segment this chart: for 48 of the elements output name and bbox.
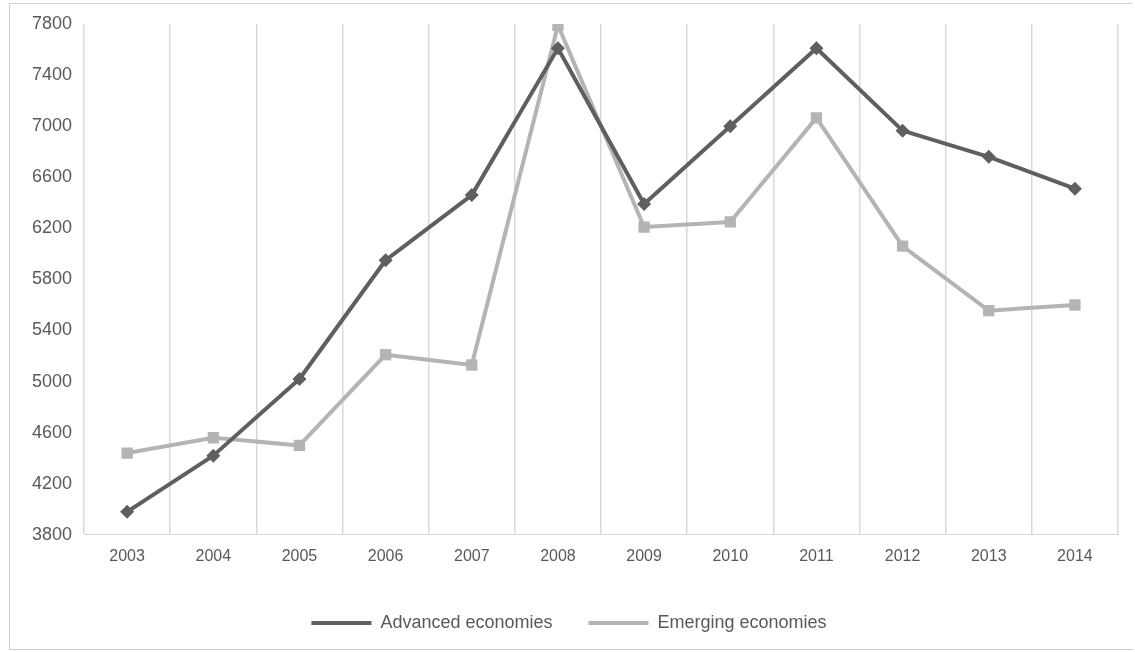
y-tick-label: 3800	[32, 523, 73, 544]
y-tick-label: 4200	[32, 472, 73, 493]
point	[723, 119, 738, 134]
x-tick-label: 2005	[281, 546, 318, 564]
point	[810, 112, 823, 124]
point	[379, 349, 392, 361]
x-tick-label: 2012	[884, 546, 921, 564]
y-tick-label: 7400	[32, 64, 73, 85]
point	[466, 359, 478, 371]
point	[1069, 299, 1081, 311]
point	[550, 41, 565, 56]
y-tick-label: 4600	[32, 421, 73, 442]
x-tick-label: 2004	[195, 546, 232, 564]
legend-label: Advanced economies	[380, 611, 553, 632]
point	[981, 149, 996, 164]
y-tick-label: 5400	[32, 319, 73, 340]
point	[638, 221, 650, 233]
point	[983, 305, 995, 317]
y-tick-label: 5800	[32, 268, 73, 289]
point	[378, 253, 393, 268]
x-tick-label: 2006	[367, 546, 404, 564]
point	[637, 197, 652, 212]
point	[206, 448, 221, 463]
x-tick-label: 2010	[712, 546, 749, 564]
point	[207, 432, 219, 444]
point	[895, 123, 910, 138]
point	[1067, 181, 1082, 196]
point	[464, 188, 479, 203]
x-tick-label: 2014	[1057, 546, 1093, 564]
y-tick-label: 5000	[32, 370, 73, 391]
point	[121, 447, 133, 459]
x-tick-label: 2003	[109, 546, 146, 564]
point	[896, 240, 909, 252]
x-tick-label: 2011	[799, 546, 834, 564]
point	[724, 216, 736, 228]
x-tick-label: 2013	[970, 546, 1007, 564]
point	[293, 439, 306, 452]
y-tick-label: 6600	[32, 166, 73, 187]
x-tick-label: 2007	[453, 546, 490, 564]
x-tick-label: 2009	[626, 546, 662, 564]
x-tick-label: 2008	[540, 546, 576, 564]
point	[809, 41, 824, 56]
y-tick-label: 6200	[32, 217, 73, 238]
y-tick-label: 7000	[32, 115, 73, 136]
point	[292, 372, 307, 387]
legend-label: Emerging economies	[657, 611, 827, 632]
y-tick-label: 7800	[32, 12, 73, 33]
point	[120, 504, 135, 519]
